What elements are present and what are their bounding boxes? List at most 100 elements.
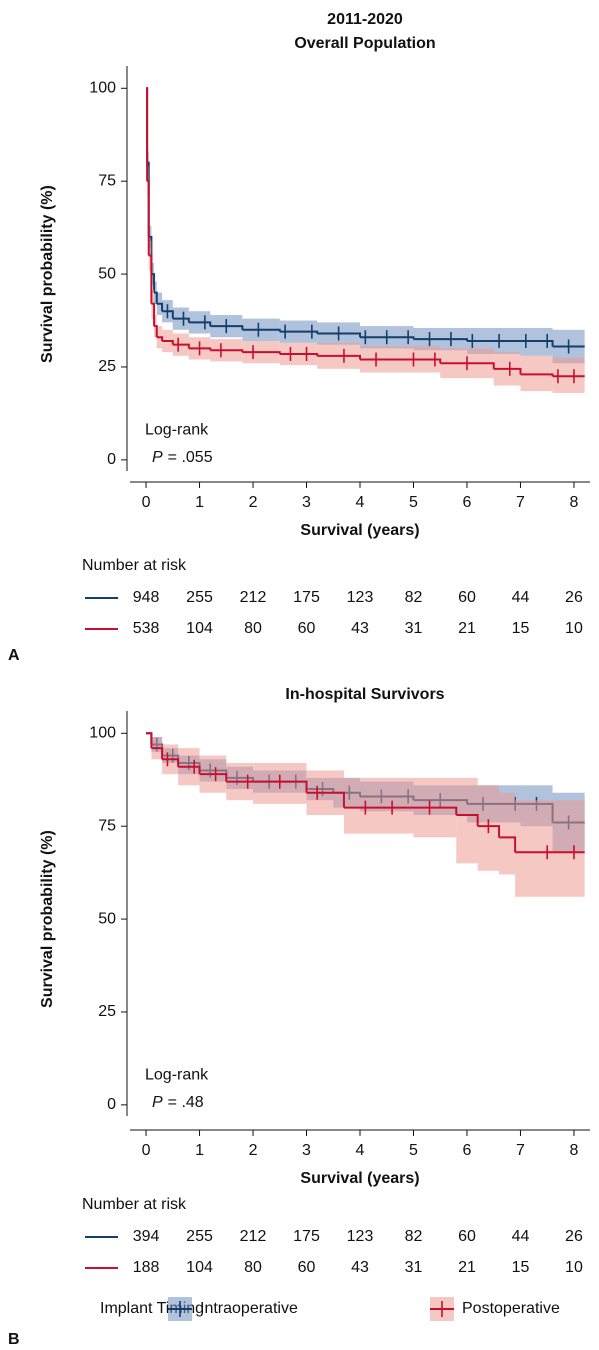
risk-count: 80 [244, 620, 262, 637]
survival-step [253, 780, 308, 793]
x-tick-label: 4 [356, 494, 365, 511]
risk-count: 44 [512, 1228, 530, 1245]
confidence-band [343, 777, 414, 834]
y-tick-label: 0 [107, 1096, 116, 1113]
survival-step [456, 814, 479, 827]
x-tick-label: 3 [302, 1142, 311, 1159]
risk-count: 15 [512, 620, 530, 637]
survival-step [520, 373, 554, 377]
y-axis-label: Survival probability (%) [39, 185, 56, 363]
x-tick-label: 5 [409, 1142, 418, 1159]
chart-title: In-hospital Survivors [285, 686, 444, 703]
risk-count: 43 [351, 620, 369, 637]
risk-count: 82 [405, 1228, 423, 1245]
x-tick-label: 2 [249, 494, 258, 511]
survival-step [360, 358, 442, 364]
risk-count: 26 [565, 589, 583, 606]
survival-step [317, 354, 361, 360]
p-value: P = .055 [152, 449, 213, 466]
x-tick-label: 1 [195, 1142, 204, 1159]
risk-count: 255 [186, 589, 213, 606]
survival-step [210, 325, 244, 330]
y-tick-label: 100 [89, 80, 116, 97]
y-tick-label: 25 [98, 358, 116, 375]
risk-count: 10 [565, 620, 583, 637]
panel-label: B [8, 1331, 20, 1348]
risk-count: 104 [186, 1259, 213, 1276]
x-tick-label: 8 [570, 494, 579, 511]
x-tick-label: 8 [570, 1142, 579, 1159]
survival-step [499, 836, 517, 853]
risk-count: 212 [240, 589, 267, 606]
survival-step [306, 791, 345, 808]
survival-step [151, 302, 156, 327]
legend-label: Postoperative [462, 1300, 560, 1317]
risk-count: 82 [405, 589, 423, 606]
survival-step [413, 806, 458, 816]
y-tick-label: 75 [98, 172, 116, 189]
chart-subtitle: Overall Population [294, 35, 435, 52]
survival-step [242, 328, 281, 332]
risk-count: 948 [133, 589, 160, 606]
p-text: = .055 [168, 449, 213, 466]
x-tick-label: 6 [463, 1142, 472, 1159]
survival-step [188, 321, 212, 327]
x-tick-label: 2 [249, 1142, 258, 1159]
confidence-band [515, 800, 585, 897]
risk-count: 104 [186, 620, 213, 637]
p-text: = .48 [168, 1094, 204, 1111]
survival-step [162, 339, 174, 345]
survival-step [146, 732, 153, 749]
risk-count: 123 [347, 1228, 374, 1245]
annotation: Log-rank [145, 421, 209, 438]
y-tick-label: 100 [89, 725, 116, 742]
y-tick-label: 0 [107, 451, 116, 468]
risk-count: 21 [458, 620, 476, 637]
x-tick-label: 5 [409, 494, 418, 511]
survival-step [147, 180, 150, 256]
survival-step [317, 332, 361, 338]
survival-step [242, 351, 281, 354]
x-tick-label: 6 [463, 494, 472, 511]
risk-count: 10 [565, 1259, 583, 1276]
risk-count: 43 [351, 1259, 369, 1276]
survival-step [279, 352, 319, 356]
risk-table-title: Number at risk [82, 1196, 187, 1213]
y-tick-label: 25 [98, 1003, 116, 1020]
survival-step [151, 747, 164, 760]
y-axis-label: Survival probability (%) [39, 830, 56, 1008]
survival-step [154, 291, 158, 304]
x-axis-label: Survival (years) [300, 1170, 419, 1187]
y-tick-label: 50 [98, 910, 116, 927]
risk-count: 123 [347, 589, 374, 606]
risk-count: 26 [565, 1228, 583, 1245]
survival-step [279, 330, 319, 334]
risk-table-title: Number at risk [82, 557, 187, 574]
x-tick-label: 4 [356, 1142, 365, 1159]
survival-step [172, 317, 190, 323]
risk-count: 255 [186, 1228, 213, 1245]
x-axis-label: Survival (years) [300, 522, 419, 539]
risk-count: 60 [458, 589, 476, 606]
risk-count: 60 [298, 1259, 316, 1276]
survival-step [156, 302, 164, 312]
risk-count: 44 [512, 589, 530, 606]
risk-count: 80 [244, 1259, 262, 1276]
confidence-band [456, 777, 478, 864]
p-label: P [152, 449, 163, 466]
y-tick-label: 50 [98, 265, 116, 282]
survival-step [520, 339, 554, 347]
survival-step [178, 765, 201, 775]
risk-count: 21 [458, 1259, 476, 1276]
p-label: P [152, 1094, 163, 1111]
risk-count: 31 [405, 1259, 423, 1276]
survival-step [360, 336, 415, 340]
survival-step [162, 310, 174, 319]
x-tick-label: 0 [142, 1142, 151, 1159]
risk-count: 188 [133, 1259, 160, 1276]
survival-step [440, 362, 495, 369]
survival-step [493, 367, 522, 375]
risk-count: 175 [293, 1228, 320, 1245]
survival-step [199, 773, 228, 782]
annotation: Log-rank [145, 1066, 209, 1083]
